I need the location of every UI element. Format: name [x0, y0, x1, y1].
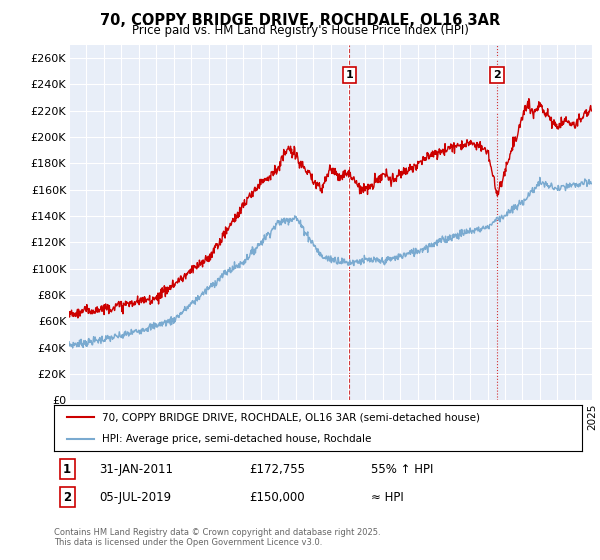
Text: 70, COPPY BRIDGE DRIVE, ROCHDALE, OL16 3AR (semi-detached house): 70, COPPY BRIDGE DRIVE, ROCHDALE, OL16 3…	[101, 412, 479, 422]
Text: 55% ↑ HPI: 55% ↑ HPI	[371, 463, 433, 476]
Text: 1: 1	[63, 463, 71, 476]
Text: £172,755: £172,755	[250, 463, 305, 476]
Text: 70, COPPY BRIDGE DRIVE, ROCHDALE, OL16 3AR: 70, COPPY BRIDGE DRIVE, ROCHDALE, OL16 3…	[100, 13, 500, 28]
Text: 05-JUL-2019: 05-JUL-2019	[99, 491, 171, 504]
Text: 2: 2	[63, 491, 71, 504]
Text: £150,000: £150,000	[250, 491, 305, 504]
Text: Contains HM Land Registry data © Crown copyright and database right 2025.
This d: Contains HM Land Registry data © Crown c…	[54, 528, 380, 547]
Text: 2: 2	[493, 70, 501, 80]
Text: HPI: Average price, semi-detached house, Rochdale: HPI: Average price, semi-detached house,…	[101, 435, 371, 444]
Text: 1: 1	[346, 70, 353, 80]
Text: ≈ HPI: ≈ HPI	[371, 491, 404, 504]
Text: Price paid vs. HM Land Registry's House Price Index (HPI): Price paid vs. HM Land Registry's House …	[131, 24, 469, 38]
Text: 31-JAN-2011: 31-JAN-2011	[99, 463, 173, 476]
